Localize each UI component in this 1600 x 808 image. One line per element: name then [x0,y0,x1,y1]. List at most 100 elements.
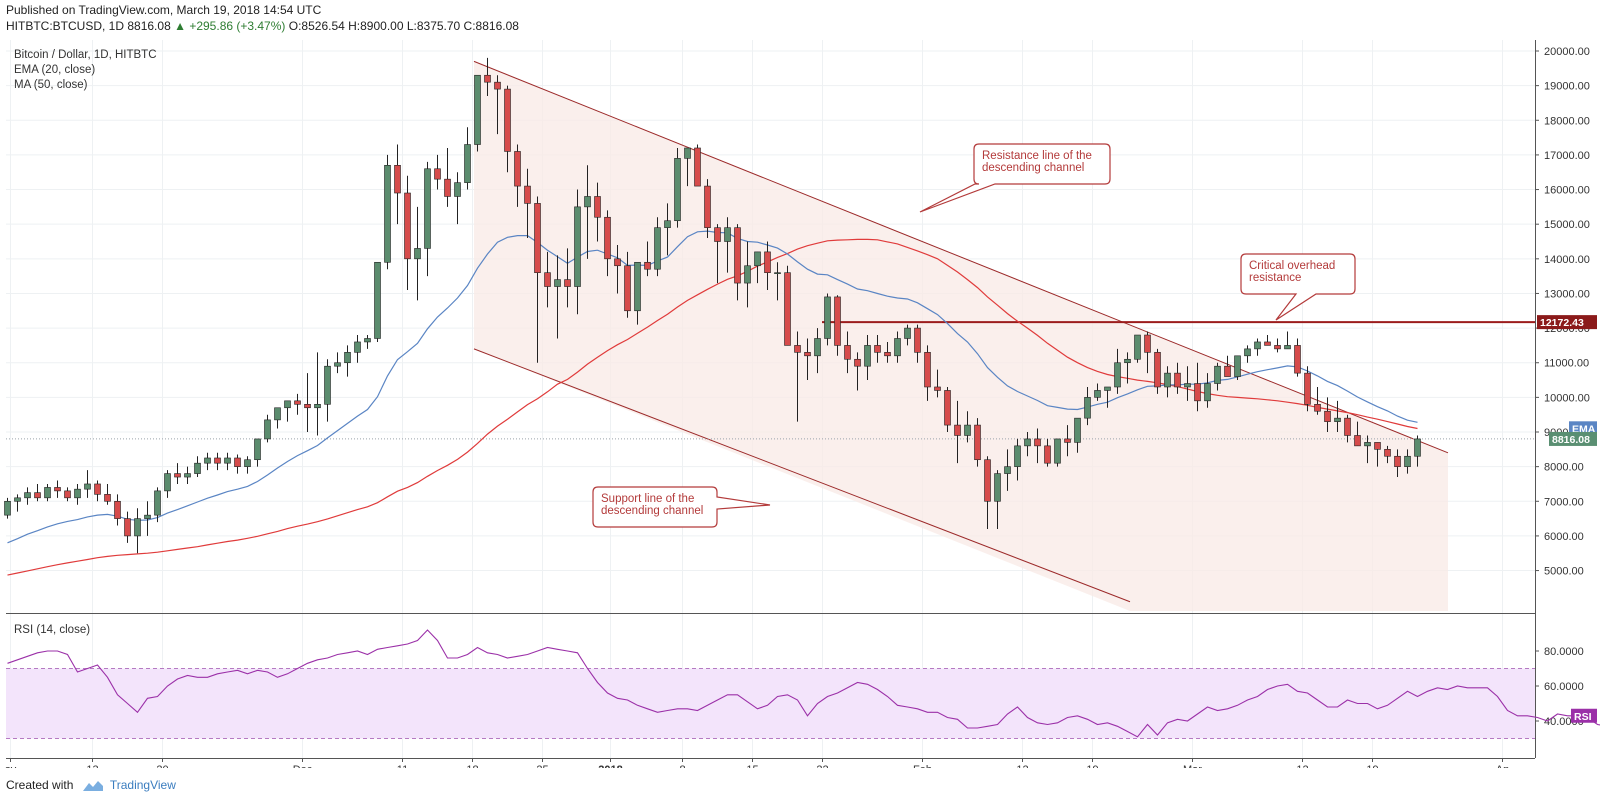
candle [1194,362,1201,412]
candle-body [334,362,341,367]
candle [764,241,771,290]
candle [1394,449,1401,478]
candle [1104,386,1111,408]
candle-body [1044,445,1051,464]
last-price-label-text: 8816.08 [1552,434,1590,446]
candle [574,189,581,315]
candle [124,511,131,543]
candle-body [554,279,561,287]
candle-body [724,227,731,242]
candle-body [1344,417,1351,436]
candle [724,217,731,273]
candle-body [434,168,441,180]
candle [714,224,721,284]
candle [234,454,241,474]
candle-body [1304,372,1311,405]
candle-body [1394,455,1401,467]
price-tick-label: 19000.00 [1544,81,1590,93]
price-change: +295.86 (+3.47%) [189,19,286,33]
candle [824,293,831,346]
candle [954,400,961,464]
candle-body [1194,383,1201,402]
candle [204,452,211,471]
annotation-critical-text: resistance [1249,272,1301,284]
candle-body [944,390,951,426]
candle-body [1264,341,1271,346]
candle-body [324,365,331,405]
price-tick-label: 15000.00 [1544,219,1590,231]
candle [444,147,451,207]
candle-body [624,265,631,312]
candle-body [74,488,81,499]
candle-body [524,185,531,204]
candle-body [614,258,621,267]
candle-body [1254,341,1261,350]
channel-lines [473,60,1449,603]
candle-body [764,251,771,273]
candle-body [384,165,391,263]
candle [214,452,221,471]
candle-body [924,352,931,388]
ema-label-bg [1569,421,1597,436]
candle-body [604,216,611,260]
candle [1044,438,1051,467]
candle-body [1064,438,1071,443]
candle [1054,438,1061,467]
candle-body [154,490,161,516]
annotation-resistance-text: Resistance line of the [982,150,1092,162]
candle [414,206,421,301]
candle [1354,421,1361,447]
last-price-label: 8816.08 [1549,431,1597,446]
price-tick-label: 14000.00 [1544,254,1590,266]
candle-body [1134,334,1141,360]
tradingview-logo-icon [82,780,103,791]
tradingview-link[interactable]: TradingView [109,778,176,792]
candle-body [454,182,461,197]
candle [224,452,231,471]
candle-body [314,403,321,409]
candle-body [1334,417,1341,422]
candle-body [224,457,231,464]
candle [1214,362,1221,391]
candle [904,324,911,346]
candle-body [984,459,991,502]
candle [1294,338,1301,377]
candle [544,251,551,308]
candle-body [1314,403,1321,412]
candle-body [114,500,121,519]
candle [464,127,471,190]
rsi-line [7,629,1600,738]
candle [914,324,921,363]
candle-body [674,158,681,222]
candle-body [474,74,481,145]
candle [434,154,441,190]
candle [794,331,801,422]
rsi-label: RSI [1571,708,1597,723]
candle-body [684,147,691,159]
candle [424,161,431,277]
candle [1174,362,1181,394]
candle [834,295,841,356]
candle [1164,366,1171,398]
candle [1224,355,1231,377]
candle [874,335,881,363]
ohlc-values: O:8526.54 H:8900.00 L:8375.70 C:8816.08 [288,19,519,33]
candle-body [594,196,601,218]
candle [1404,449,1411,474]
candle [254,438,261,467]
candle [1384,445,1391,464]
candle [534,196,541,363]
annotation-support-text: descending channel [601,505,703,517]
rsi-band [6,668,1535,739]
candle [344,345,351,377]
candle [1334,400,1341,433]
candle-body [1324,410,1331,422]
candle [94,480,101,502]
annotation-resistance-text: descending channel [982,162,1084,174]
candle [734,224,741,301]
candle [64,487,71,502]
candle-body [914,327,921,353]
resistance-line [473,60,1449,454]
candle-body [214,457,221,464]
